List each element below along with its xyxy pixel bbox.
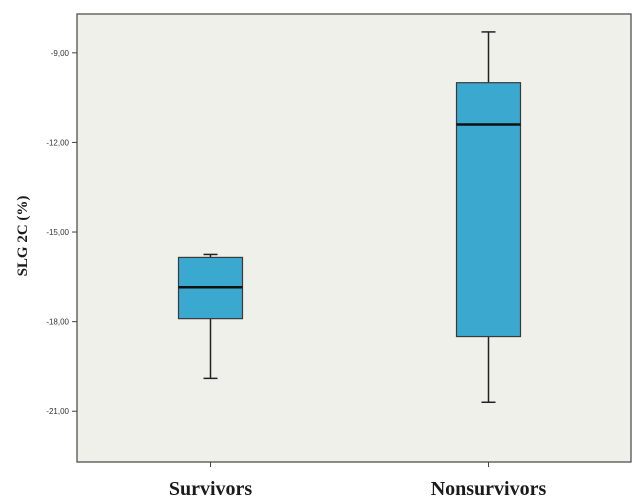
x-axis: Survivors Nonsurvivors [169,462,547,500]
plot-area [76,13,632,463]
x-category-label: Survivors [169,478,253,500]
x-category-label: Nonsurvivors [431,478,547,500]
box-survivors [177,253,244,380]
y-tick-label: -15,00 [46,228,69,237]
y-axis-title: SLG 2C (%) [15,196,31,277]
y-tick-label: -9,00 [51,49,70,58]
box-series [177,31,522,404]
y-tick-label: -21,00 [46,407,69,416]
y-tick-label: -18,00 [46,318,69,327]
y-tick-label: -12,00 [46,138,69,147]
box-nonsurvivors [455,31,522,404]
box-iqr [455,82,522,338]
y-axis: -9,00 -12,00 -15,00 -18,00 -21,00 [46,49,77,416]
